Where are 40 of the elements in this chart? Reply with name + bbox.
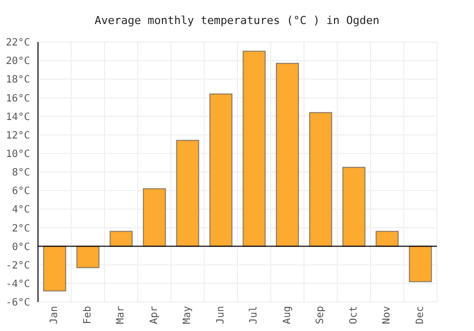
y-tick-label: -4°C [6, 278, 30, 290]
y-tick-label: 20°C [6, 56, 30, 68]
x-tick-label: May [182, 306, 194, 324]
x-tick-label: Apr [148, 306, 160, 324]
y-tick-label: 4°C [12, 204, 30, 216]
bar [408, 246, 432, 282]
x-tick-label: Jun [215, 306, 226, 324]
bar [276, 62, 299, 247]
bar [76, 246, 100, 268]
chart-title: Average monthly temperatures (°C ) in Ogden [94, 14, 380, 27]
bar [209, 94, 232, 247]
bar [342, 166, 366, 247]
bar [242, 50, 266, 247]
y-tick-label: 0°C [12, 242, 30, 253]
x-tick-label: Jul [248, 306, 260, 324]
bar [376, 230, 399, 247]
x-tick-label: Sep [315, 306, 326, 324]
bar [43, 246, 66, 292]
x-tick-label: Nov [382, 306, 393, 324]
x-tick-label: Feb [82, 306, 94, 324]
bar [142, 188, 166, 247]
y-tick-label: -6°C [6, 298, 30, 309]
y-tick-label: 22°C [6, 38, 30, 49]
y-tick-label: 18°C [6, 74, 30, 86]
x-tick-label: Dec [414, 306, 426, 324]
y-tick-label: 16°C [6, 93, 30, 104]
bar [176, 140, 200, 247]
x-tick-label: Aug [282, 306, 293, 324]
x-tick-label: Mar [116, 306, 127, 324]
y-tick-label: 8°C [12, 168, 30, 179]
y-tick-label: 2°C [12, 223, 30, 234]
y-tick-label: -2°C [6, 260, 30, 272]
y-tick-label: 6°C [12, 186, 30, 198]
y-tick-label: 10°C [6, 148, 30, 160]
y-tick-label: 14°C [6, 112, 30, 123]
x-tick-label: Oct [348, 306, 360, 324]
bar [110, 230, 133, 247]
y-tick-label: 12°C [6, 130, 30, 142]
x-tick-label: Jan [49, 306, 60, 324]
bar [309, 112, 332, 247]
